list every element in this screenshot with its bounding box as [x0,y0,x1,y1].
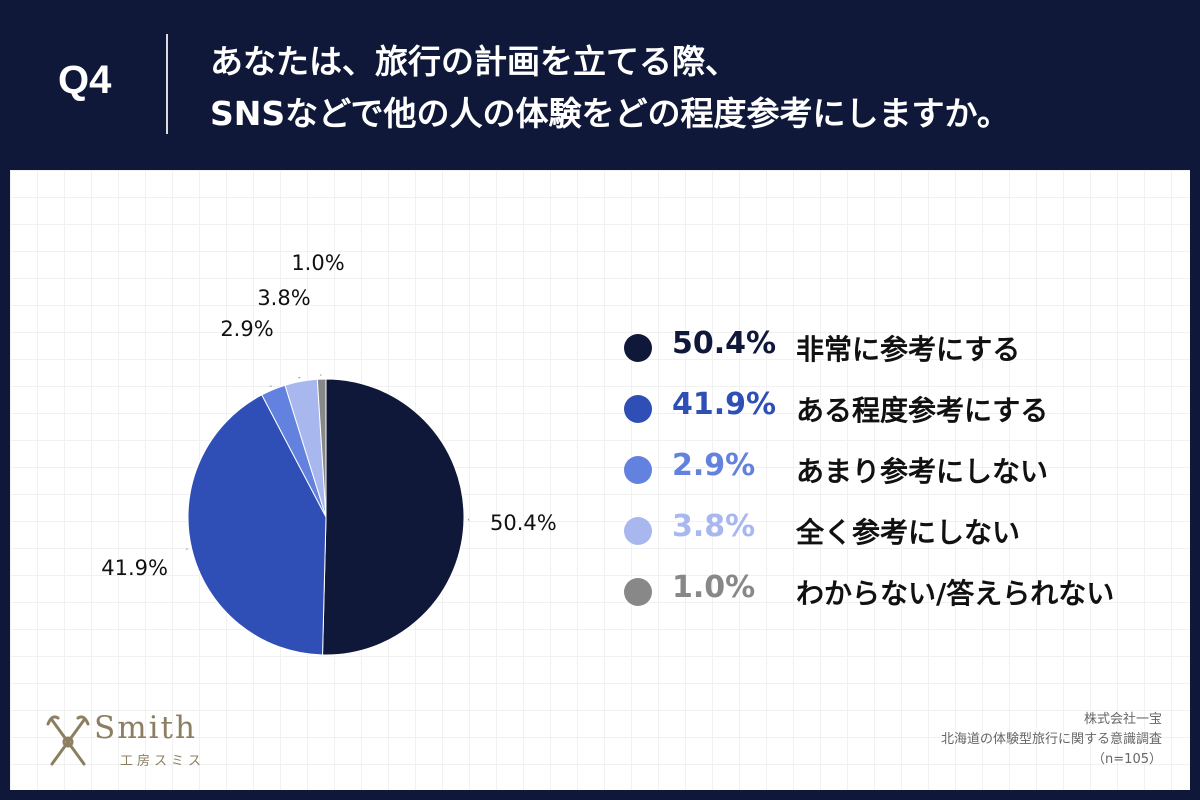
question-header: Q4 あなたは、旅行の計画を立てる際、 SNSなどで他の人の体験をどの程度参考に… [0,0,1200,170]
question-number: Q4 [58,58,112,102]
crossed-tools-icon [46,715,90,766]
source-sample: （n=105） [1092,752,1162,767]
legend-label: あまり参考にしない [796,455,1049,488]
pie-slice-somewhat-helpful [187,394,327,656]
legend-value: 41.9% [672,387,777,422]
legend-item: 50.4% 非常に参考にする [624,320,1164,381]
legend-dot [624,517,652,545]
pie-slice-very-helpful [322,378,465,656]
legend-label: 非常に参考にする [796,333,1021,366]
legend-item: 1.0% わからない/答えられない [624,564,1164,625]
legend-value: 1.0% [672,570,756,605]
leader-line [467,518,471,523]
question-line-1: あなたは、旅行の計画を立てる際、 [210,42,738,81]
pie-label-not-very-helpful: 2.9% [220,317,273,341]
pie-label-somewhat-helpful: 41.9% [101,556,168,580]
logo-wordmark: Smith [94,710,197,746]
legend-dot [624,456,652,484]
legend-dot [624,395,652,423]
source-note: 株式会社一宝 北海道の体験型旅行に関する意識調査 （n=105） [941,710,1162,770]
pie-label-not-at-all-helpful: 3.8% [257,286,310,310]
pie-slice-dont-know [316,378,327,518]
legend-item: 2.9% あまり参考にしない [624,442,1164,503]
legend-dot [624,578,652,606]
question-text: あなたは、旅行の計画を立てる際、 SNSなどで他の人の体験をどの程度参考にします… [210,36,1010,140]
legend-value: 3.8% [672,509,756,544]
chart-legend: 50.4% 非常に参考にする 41.9% ある程度参考にする 2.9% あまり参… [624,320,1164,625]
source-company: 株式会社一宝 [1083,712,1162,727]
legend-value: 2.9% [672,448,756,483]
leader-line [297,376,301,379]
legend-value: 50.4% [672,326,777,361]
pie-label-dont-know: 1.0% [291,251,344,275]
leader-line [267,385,272,388]
legend-label: ある程度参考にする [796,394,1049,427]
pie-label-very-helpful: 50.4% [490,511,557,535]
legend-item: 41.9% ある程度参考にする [624,381,1164,442]
legend-dot [624,334,652,362]
legend-label: わからない/答えられない [796,577,1115,610]
legend-label: 全く参考にしない [796,516,1021,549]
smith-logo: Smith 工房スミス [46,706,246,776]
logo-subtitle: 工房スミス [120,754,206,769]
header-divider [166,34,168,134]
legend-item: 3.8% 全く参考にしない [624,503,1164,564]
question-line-2: SNSなどで他の人の体験をどの程度参考にしますか。 [210,94,1010,133]
source-survey: 北海道の体験型旅行に関する意識調査 [940,732,1162,747]
